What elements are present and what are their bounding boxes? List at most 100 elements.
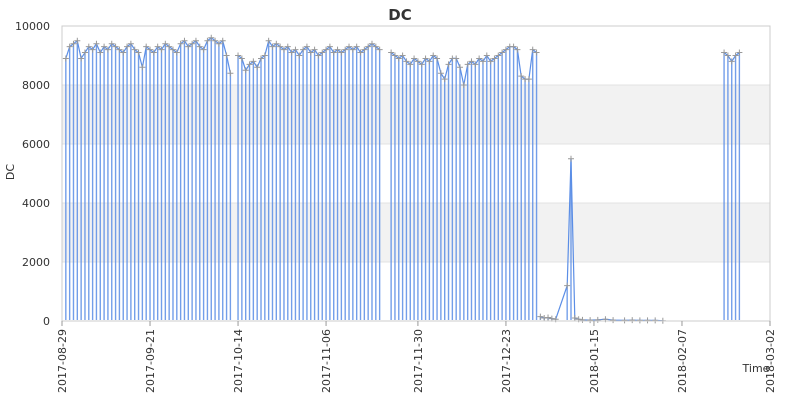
series-layer (62, 34, 743, 324)
data-point (135, 49, 142, 56)
data-point (258, 55, 265, 62)
data-point (280, 46, 287, 53)
data-point (326, 43, 333, 50)
series-line (237, 39, 380, 72)
data-point (721, 49, 728, 56)
data-point (246, 61, 253, 68)
data-point (621, 317, 628, 324)
data-point (388, 49, 395, 56)
data-point (338, 49, 345, 56)
data-point (300, 46, 307, 53)
data-point (323, 46, 330, 53)
x-tick-label: 2018-03-02 (764, 329, 777, 393)
data-point (422, 55, 429, 62)
data-point (541, 315, 548, 322)
data-point (430, 52, 437, 59)
data-point (636, 317, 643, 324)
data-point (391, 52, 398, 59)
data-point (93, 40, 100, 47)
data-point (127, 40, 134, 47)
data-point (74, 37, 81, 44)
data-point (644, 317, 651, 324)
data-point (173, 49, 180, 56)
x-tick-label: 2017-11-06 (320, 329, 333, 393)
data-point (196, 43, 203, 50)
data-point (399, 52, 406, 59)
data-point (242, 67, 249, 74)
data-point (85, 43, 92, 50)
data-point (357, 49, 364, 56)
y-tick-label: 4000 (22, 197, 50, 210)
grid-band (62, 85, 770, 144)
y-axis-label: DC (4, 164, 17, 180)
data-point (158, 46, 165, 53)
y-tick-label: 8000 (22, 79, 50, 92)
data-point (437, 70, 444, 77)
data-point (62, 55, 69, 62)
data-point (181, 37, 188, 44)
data-point (112, 43, 119, 50)
data-point (529, 46, 536, 53)
x-tick-label: 2017-10-14 (232, 329, 245, 393)
data-point (177, 40, 184, 47)
chart-title: DC (388, 6, 411, 24)
data-point (349, 46, 356, 53)
data-point (284, 43, 291, 50)
data-point (227, 70, 234, 77)
y-tick-label: 0 (43, 315, 50, 328)
data-point (120, 49, 127, 56)
data-point (200, 46, 207, 53)
x-tick-label: 2017-09-21 (144, 329, 157, 393)
data-point (212, 37, 219, 44)
data-point (81, 49, 88, 56)
y-tick-label: 6000 (22, 138, 50, 151)
data-point (162, 40, 169, 47)
data-point (567, 155, 574, 162)
data-point (292, 46, 299, 53)
data-point (166, 43, 173, 50)
x-tick-label: 2018-02-07 (676, 329, 689, 393)
x-tick-label: 2017-12-23 (500, 329, 513, 393)
data-point (445, 61, 452, 68)
data-point (418, 61, 425, 68)
data-point (434, 55, 441, 62)
data-point (441, 76, 448, 83)
data-point (131, 46, 138, 53)
data-point (460, 82, 467, 88)
data-point (269, 43, 276, 50)
data-point (510, 43, 517, 50)
data-point (150, 49, 157, 56)
data-point (319, 49, 326, 56)
data-point (372, 43, 379, 50)
data-point (235, 52, 242, 59)
data-point (89, 46, 96, 53)
data-point (587, 317, 594, 324)
data-point (457, 64, 464, 71)
x-tick-label: 2018-01-15 (588, 329, 601, 393)
data-point (342, 46, 349, 53)
data-point (315, 52, 322, 59)
data-point (238, 55, 245, 62)
data-point (594, 316, 601, 323)
data-point (223, 52, 230, 59)
data-point (514, 46, 521, 53)
data-point (108, 40, 115, 47)
data-point (143, 43, 150, 50)
data-point (334, 46, 341, 53)
data-point (629, 317, 636, 324)
data-point (491, 55, 498, 62)
x-tick-label: 2017-11-30 (412, 329, 425, 393)
data-point (346, 43, 353, 50)
data-point (525, 76, 532, 83)
grid-lines (62, 25, 770, 322)
data-point (208, 34, 215, 41)
data-point (330, 49, 337, 56)
data-point (571, 315, 578, 322)
data-point (728, 58, 735, 65)
data-point (483, 52, 490, 59)
data-point (545, 314, 552, 321)
plot-area-frame (61, 25, 771, 322)
data-point (353, 43, 360, 50)
data-point (147, 46, 154, 53)
